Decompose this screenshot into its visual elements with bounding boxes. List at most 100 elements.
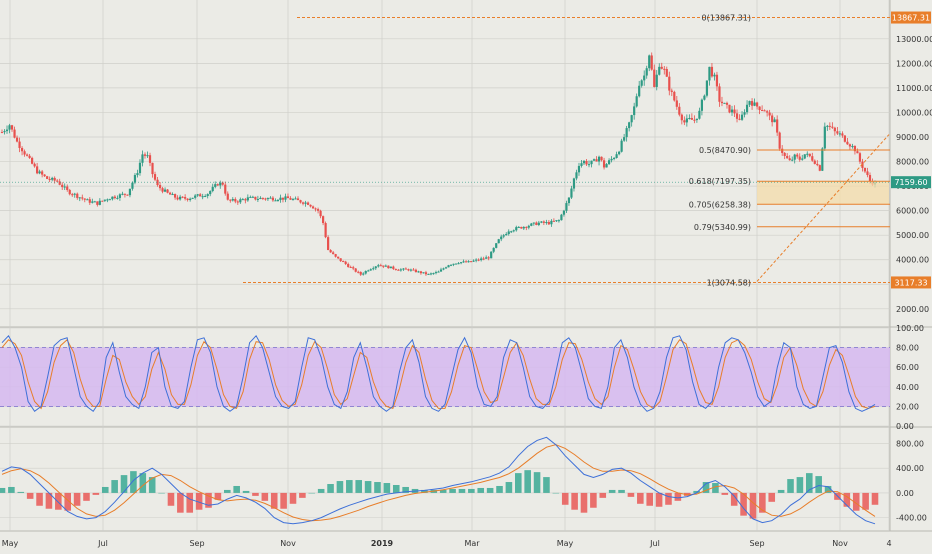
- fib-level-label: 0.79(5340.99): [694, 223, 751, 232]
- candle-up: [201, 196, 204, 198]
- candle-down: [0, 132, 4, 134]
- candle-up: [246, 197, 249, 201]
- candle-up: [745, 104, 749, 113]
- candle-up: [417, 271, 420, 273]
- candle-up: [256, 198, 259, 200]
- candle-down: [818, 165, 821, 171]
- candle-down: [382, 265, 385, 267]
- histogram-bar-positive: [777, 489, 785, 493]
- candle-up: [512, 230, 515, 232]
- candle-down: [332, 252, 335, 255]
- candle-up: [171, 194, 174, 196]
- candle-down: [254, 196, 257, 200]
- candle-up: [442, 268, 445, 270]
- candle-up: [515, 227, 518, 231]
- candle-down: [477, 259, 480, 261]
- candle-down: [184, 197, 187, 199]
- candle-up: [131, 182, 134, 189]
- candle-down: [88, 199, 91, 203]
- histogram-bar-positive: [552, 492, 560, 494]
- histogram-bar-negative: [55, 492, 62, 510]
- candle-up: [527, 225, 530, 228]
- histogram-bar-positive: [111, 480, 118, 493]
- candle-down: [808, 153, 811, 157]
- candle-up: [575, 172, 578, 179]
- candle-down: [728, 104, 731, 113]
- candle-down: [15, 137, 19, 142]
- candle-up: [409, 269, 413, 271]
- candle-down: [101, 200, 104, 202]
- candle-up: [570, 188, 573, 198]
- candle-up: [449, 264, 453, 266]
- candle-up: [259, 197, 262, 199]
- candle-up: [803, 154, 806, 159]
- candle-up: [688, 117, 691, 119]
- candle-up: [587, 164, 591, 166]
- candle-down: [314, 208, 317, 210]
- candle-up: [490, 251, 493, 259]
- candle-up: [377, 265, 380, 267]
- candle-down: [846, 141, 849, 145]
- candle-up: [640, 80, 643, 86]
- candle-up: [577, 165, 581, 173]
- stochastic-panel[interactable]: [0, 334, 890, 413]
- candle-up: [372, 268, 375, 270]
- candle-up: [452, 263, 455, 265]
- candle-up: [623, 137, 626, 141]
- candle-down: [816, 163, 819, 166]
- candle-up: [136, 173, 139, 176]
- histogram-bar-positive: [139, 473, 147, 493]
- candle-down: [602, 160, 606, 168]
- histogram-bar-positive: [702, 482, 710, 493]
- candle-down: [392, 266, 395, 269]
- current-price-label: 7159.60: [894, 178, 927, 187]
- candle-up: [510, 231, 513, 233]
- candle-down: [339, 258, 342, 262]
- candle-down: [464, 261, 468, 263]
- candle-up: [103, 199, 106, 201]
- histogram-bar-positive: [533, 472, 541, 493]
- histogram-bar-positive: [815, 476, 822, 493]
- candle-down: [725, 102, 729, 105]
- macd-panel[interactable]: [0, 436, 879, 525]
- candle-down: [798, 156, 801, 160]
- candle-up: [806, 153, 809, 155]
- candle-down: [244, 199, 247, 201]
- histogram-bar-positive: [486, 487, 494, 493]
- axes: May Jul Sep Nov 2019 Mar May Jul Sep Nov 4 13000.00…: [2, 11, 932, 548]
- candle-up: [708, 66, 711, 81]
- current-price-tag: [891, 176, 931, 189]
- candle-down: [482, 258, 485, 260]
- candle-down: [301, 202, 305, 204]
- candle-down: [156, 179, 159, 186]
- candle-up: [658, 66, 661, 75]
- histogram-bar-positive: [336, 481, 344, 493]
- histogram-bar-negative: [299, 492, 306, 498]
- histogram-bar-negative: [45, 492, 53, 509]
- stoch-tick-label: 60.00: [896, 363, 919, 372]
- candle-down: [542, 221, 545, 223]
- histogram-bar-positive: [148, 477, 156, 493]
- candle-down: [715, 74, 719, 87]
- histogram-bar-negative: [195, 492, 203, 510]
- candle-up: [78, 197, 81, 199]
- candle-down: [675, 100, 678, 107]
- histogram-bar-positive: [17, 491, 25, 493]
- histogram-bar-positive: [383, 483, 391, 493]
- histogram-bar-positive: [421, 489, 428, 493]
- histogram-bar-positive: [796, 477, 804, 493]
- candle-down: [710, 66, 714, 77]
- price-panel[interactable]: 0(13867.31) 0.5(8470.90) 0.618(7197.35) 0.7…: [0, 14, 890, 288]
- candle-down: [327, 237, 330, 251]
- candle-up: [462, 261, 465, 263]
- candle-up: [560, 214, 563, 221]
- candle-down: [783, 152, 786, 156]
- candle-up: [705, 80, 709, 96]
- candle-down: [311, 206, 315, 209]
- candle-down: [407, 269, 410, 271]
- candle-down: [81, 197, 84, 199]
- histogram-bar-negative: [167, 492, 175, 506]
- candle-down: [690, 117, 693, 120]
- candle-down: [414, 269, 418, 273]
